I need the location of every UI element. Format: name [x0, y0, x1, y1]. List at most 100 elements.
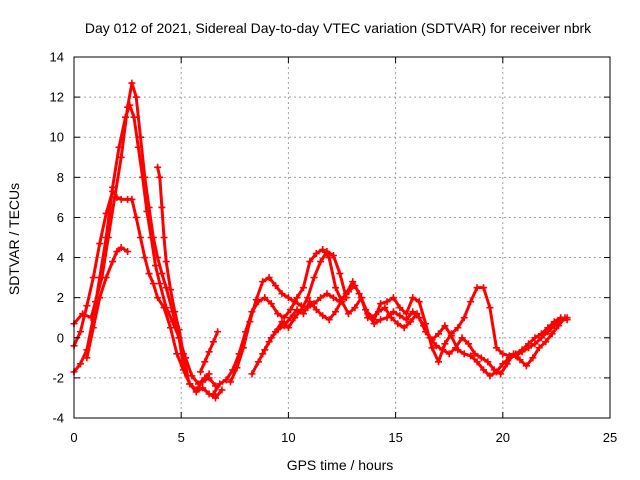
series-line-trace-e — [156, 165, 190, 378]
data-point — [377, 316, 385, 324]
data-point — [141, 173, 149, 181]
data-point — [447, 332, 455, 340]
data-point — [422, 328, 430, 336]
data-point — [344, 310, 352, 318]
y-axis-label: SDTVAR / TECUs — [6, 183, 22, 295]
data-point — [480, 366, 488, 374]
data-point — [349, 278, 357, 286]
data-point — [499, 350, 507, 358]
data-point — [246, 318, 254, 326]
data-point — [531, 340, 539, 348]
data-point — [149, 280, 157, 288]
data-point — [265, 274, 273, 282]
y-tick-label: 8 — [57, 170, 64, 185]
data-point — [338, 296, 346, 304]
data-point — [227, 378, 235, 386]
data-point — [402, 316, 410, 324]
data-point — [381, 304, 389, 312]
data-point — [156, 280, 164, 288]
data-point — [531, 334, 539, 342]
data-point — [158, 203, 166, 211]
data-point — [89, 274, 97, 282]
data-point — [160, 304, 168, 312]
data-point — [473, 358, 481, 366]
data-point — [117, 195, 125, 203]
data-point — [537, 334, 545, 342]
x-axis-label: GPS time / hours — [287, 457, 394, 473]
data-point — [130, 113, 138, 121]
data-point — [278, 290, 286, 298]
data-point — [486, 304, 494, 312]
data-point — [407, 318, 415, 326]
data-point — [149, 234, 157, 241]
data-point — [89, 324, 97, 332]
y-tick-label: 2 — [57, 290, 64, 305]
data-point — [136, 133, 144, 141]
data-point — [196, 368, 204, 376]
data-point — [96, 294, 104, 302]
chart-title: Day 012 of 2021, Sidereal Day-to-day VTE… — [85, 20, 592, 36]
plot-frame — [73, 56, 611, 419]
data-point — [454, 346, 462, 354]
data-point — [512, 352, 520, 360]
data-point — [291, 298, 299, 306]
data-point — [79, 310, 87, 318]
x-tick-label: 15 — [388, 430, 402, 445]
data-point — [477, 354, 485, 362]
data-point — [173, 350, 181, 358]
data-point — [117, 244, 125, 252]
data-point — [415, 314, 423, 322]
data-point — [396, 304, 404, 312]
series-trace-f — [196, 328, 222, 376]
x-tick-label: 5 — [178, 430, 185, 445]
data-point — [209, 390, 217, 398]
y-tick-label: 6 — [57, 210, 64, 225]
data-point — [434, 358, 442, 366]
data-point — [370, 320, 378, 328]
data-point — [274, 310, 282, 318]
data-point — [332, 284, 340, 292]
data-point — [310, 274, 318, 282]
data-point — [484, 358, 492, 366]
data-point — [505, 354, 513, 362]
data-point — [205, 370, 213, 378]
data-point — [278, 318, 286, 326]
data-point — [317, 294, 325, 302]
y-tick-label: -4 — [52, 411, 64, 426]
data-point — [550, 322, 558, 330]
data-point — [265, 338, 273, 346]
y-axis-tick-labels: -4 -2 0 2 4 6 8 10 12 14 — [50, 50, 64, 426]
data-point — [332, 308, 340, 316]
series-trace-c — [70, 79, 213, 388]
grid — [74, 57, 610, 418]
data-point — [214, 328, 222, 336]
data-point — [113, 248, 121, 256]
data-point — [377, 300, 385, 308]
data-point — [136, 234, 144, 241]
data-point — [389, 294, 397, 302]
data-point — [254, 358, 262, 366]
data-point — [239, 344, 247, 352]
data-point — [563, 314, 571, 322]
data-point — [516, 356, 524, 364]
data-point — [284, 294, 292, 302]
data-point — [525, 344, 533, 352]
data-point — [473, 284, 481, 292]
data-point — [141, 254, 149, 262]
data-point — [132, 213, 140, 221]
data-point — [83, 354, 91, 362]
data-point — [471, 350, 479, 358]
data-point — [312, 250, 320, 258]
data-point — [252, 296, 260, 304]
data-point — [432, 342, 440, 350]
data-point — [201, 374, 209, 382]
data-point — [396, 312, 404, 320]
data-point — [439, 346, 447, 354]
data-point — [329, 294, 337, 302]
data-point — [128, 79, 136, 87]
data-point — [357, 294, 365, 302]
data-point — [325, 254, 333, 262]
data-point — [454, 324, 462, 332]
data-point — [428, 344, 436, 352]
